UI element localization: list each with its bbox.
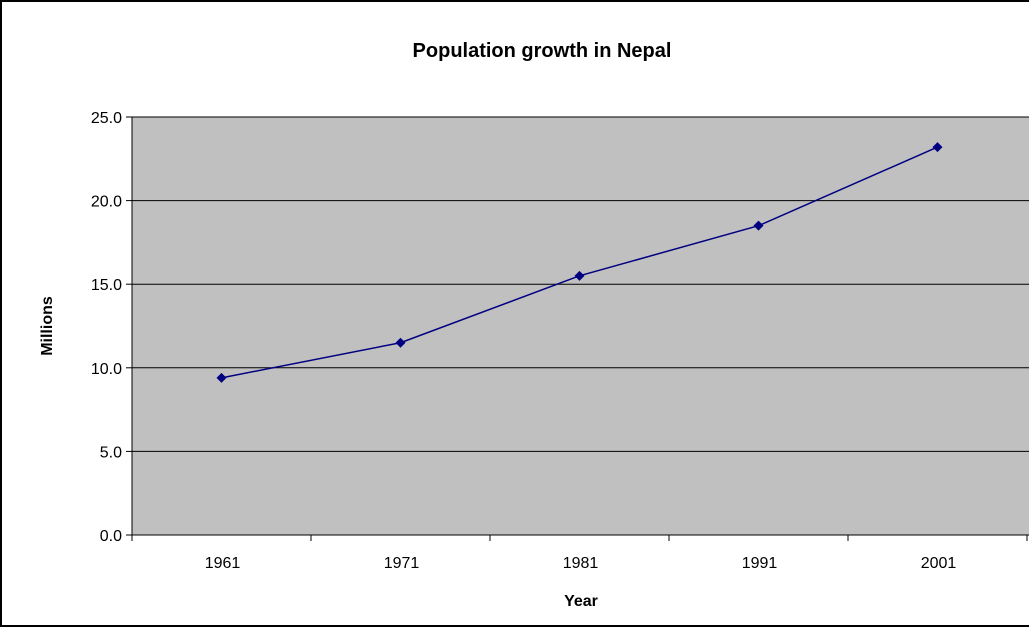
x-tick-label: 1991 <box>742 555 778 572</box>
y-tick-label: 15.0 <box>91 277 122 294</box>
data-point-2001 <box>932 142 943 153</box>
x-ticks: 1961 1971 1981 1991 2001 <box>131 535 1028 572</box>
data-point-1971 <box>395 337 406 348</box>
y-ticks: 0.0 5.0 10.0 15.0 20.0 25.0 <box>91 110 132 545</box>
data-point-1991 <box>753 220 764 231</box>
y-tick-label: 0.0 <box>100 528 122 545</box>
data-point-1961 <box>216 372 227 383</box>
x-tick-label: 1981 <box>563 555 599 572</box>
x-tick-label: 1961 <box>205 555 241 572</box>
gridlines <box>132 116 1029 452</box>
x-axis-title: Year <box>564 593 598 610</box>
chart-title: Population growth in Nepal <box>413 40 672 62</box>
x-tick-label: 1971 <box>384 555 420 572</box>
y-tick-label: 5.0 <box>100 444 122 461</box>
plot-area <box>132 117 1029 535</box>
x-tick-label: 2001 <box>921 555 957 572</box>
data-point-1981 <box>574 270 585 281</box>
y-axis-title: Millions <box>39 296 56 356</box>
y-tick-label: 25.0 <box>91 110 122 127</box>
series-group <box>216 142 943 383</box>
y-tick-label: 20.0 <box>91 194 122 211</box>
y-tick-label: 10.0 <box>91 361 122 378</box>
